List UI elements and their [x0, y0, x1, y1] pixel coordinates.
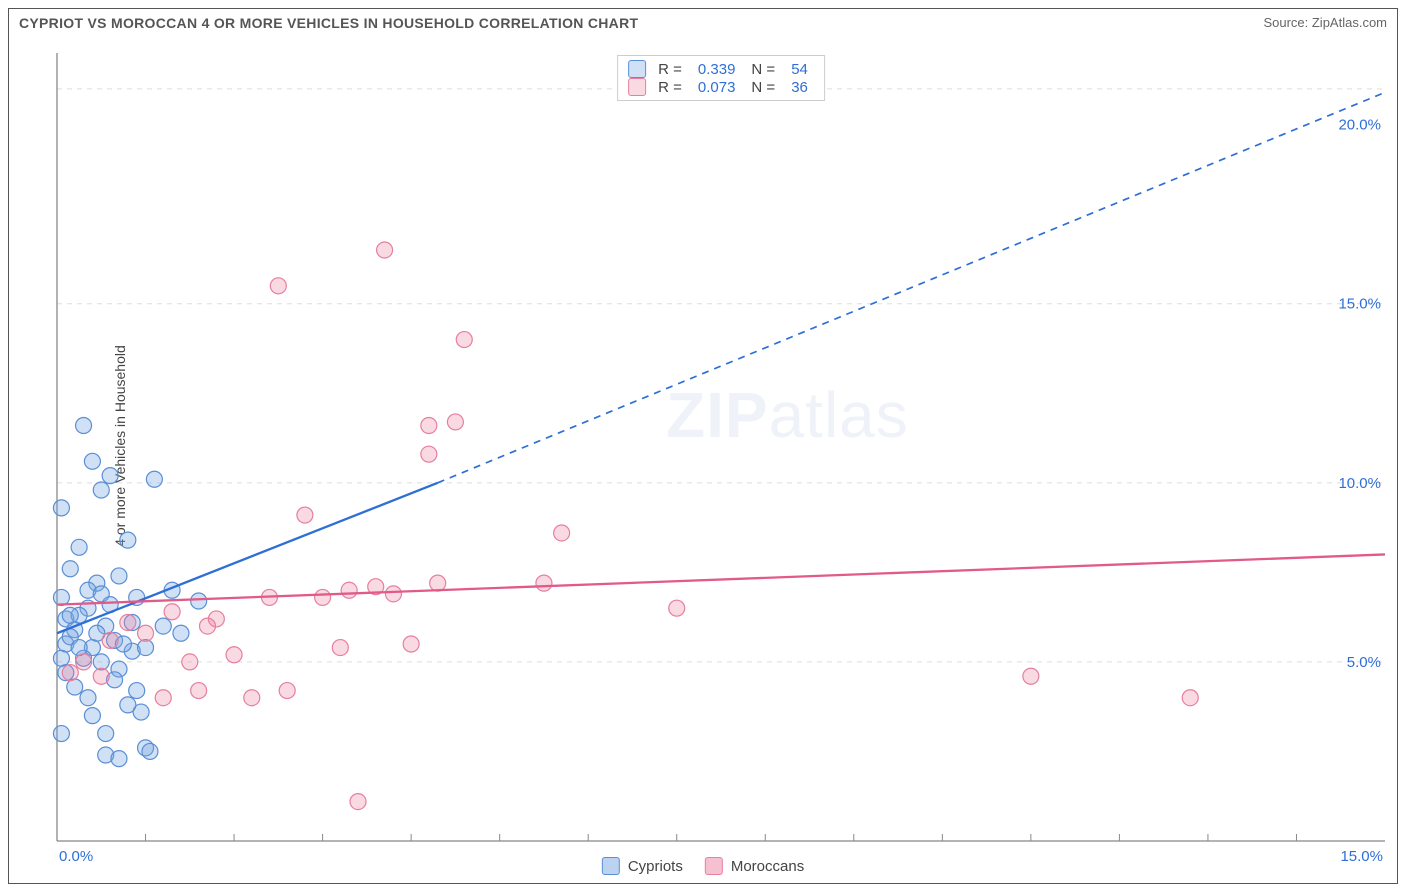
- r-value-cypriots: 0.339: [692, 61, 742, 78]
- legend-item-cypriots: Cypriots: [602, 857, 683, 875]
- svg-text:0.0%: 0.0%: [59, 848, 93, 865]
- svg-text:15.0%: 15.0%: [1338, 296, 1381, 313]
- r-value-moroccans: 0.073: [692, 79, 742, 96]
- legend-row: R = 0.339 N = 54: [628, 60, 814, 78]
- source-label: Source: ZipAtlas.com: [1263, 15, 1387, 31]
- plot-area: 0.0%15.0%5.0%10.0%15.0%20.0% ZIPatlas R …: [57, 53, 1385, 841]
- correlation-legend: R = 0.339 N = 54 R = 0.073 N = 36: [617, 55, 825, 101]
- legend-label: Moroccans: [731, 858, 804, 875]
- svg-text:5.0%: 5.0%: [1347, 654, 1381, 671]
- swatch-cypriots-icon: [602, 857, 620, 875]
- chart-frame: CYPRIOT VS MOROCCAN 4 OR MORE VEHICLES I…: [8, 8, 1398, 884]
- swatch-cypriots: [628, 60, 646, 78]
- chart-title: CYPRIOT VS MOROCCAN 4 OR MORE VEHICLES I…: [19, 15, 638, 31]
- n-value-cypriots: 54: [785, 61, 814, 78]
- series-legend: Cypriots Moroccans: [602, 857, 804, 875]
- svg-text:15.0%: 15.0%: [1340, 848, 1383, 865]
- swatch-moroccans-icon: [705, 857, 723, 875]
- legend-item-moroccans: Moroccans: [705, 857, 804, 875]
- scatter-chart: 0.0%15.0%5.0%10.0%15.0%20.0%: [57, 53, 1385, 841]
- swatch-moroccans: [628, 78, 646, 96]
- legend-label: Cypriots: [628, 858, 683, 875]
- svg-text:20.0%: 20.0%: [1338, 117, 1381, 134]
- header: CYPRIOT VS MOROCCAN 4 OR MORE VEHICLES I…: [19, 15, 1387, 31]
- legend-row: R = 0.073 N = 36: [628, 78, 814, 96]
- n-value-moroccans: 36: [785, 79, 814, 96]
- svg-text:10.0%: 10.0%: [1338, 475, 1381, 492]
